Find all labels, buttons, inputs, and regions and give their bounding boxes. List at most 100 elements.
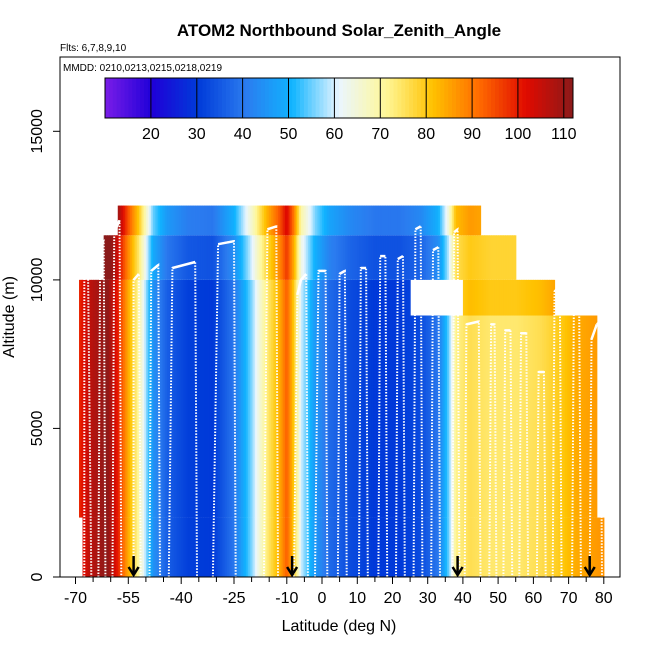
heatmap-cell bbox=[459, 235, 462, 280]
heatmap-cell bbox=[468, 205, 471, 236]
colorbar-cell bbox=[237, 78, 242, 118]
heatmap-cell bbox=[517, 517, 520, 577]
heatmap-cell bbox=[533, 279, 536, 316]
heatmap-cell bbox=[154, 235, 158, 280]
heatmap-cell bbox=[468, 517, 471, 577]
heatmap-cell bbox=[383, 517, 387, 577]
heatmap-cell bbox=[337, 517, 341, 577]
heatmap-cell bbox=[554, 315, 557, 518]
heatmap-cell bbox=[473, 517, 476, 577]
flight-tracks bbox=[83, 219, 603, 577]
heatmap-cell bbox=[517, 315, 520, 518]
heatmap-cell bbox=[135, 205, 138, 236]
heatmap-cell bbox=[186, 517, 189, 577]
heatmap-cell bbox=[267, 279, 270, 518]
heatmap-cell bbox=[300, 279, 304, 518]
heatmap-cell bbox=[172, 279, 175, 518]
heatmap-cell bbox=[116, 279, 119, 518]
colorbar-cell bbox=[327, 78, 332, 118]
heatmap-cell bbox=[242, 517, 246, 577]
heatmap-cell bbox=[438, 205, 441, 236]
heatmap-cell bbox=[336, 205, 339, 236]
heatmap-cell bbox=[204, 235, 207, 280]
heatmap-cell bbox=[292, 235, 295, 280]
colorbar-cell bbox=[339, 78, 344, 118]
heatmap-cell bbox=[144, 517, 147, 577]
heatmap-cell bbox=[119, 235, 122, 280]
heatmap-cell bbox=[480, 315, 483, 518]
flight-track-cruise bbox=[296, 279, 303, 295]
heatmap-cell bbox=[343, 235, 346, 280]
heatmap-cell bbox=[172, 517, 175, 577]
heatmap-cell bbox=[411, 517, 415, 577]
heatmap-cell bbox=[380, 235, 383, 280]
colorbar-cell bbox=[522, 78, 527, 118]
heatmap-cell bbox=[575, 315, 578, 518]
heatmap-cell bbox=[413, 205, 416, 236]
heatmap-cell bbox=[341, 205, 344, 236]
heatmap-cell bbox=[580, 517, 584, 577]
heatmap-cell bbox=[392, 205, 395, 236]
colorbar-tick-label: 90 bbox=[463, 126, 481, 143]
heatmap-cell bbox=[357, 517, 360, 577]
heatmap-cell bbox=[549, 517, 552, 577]
heatmap-cell bbox=[237, 517, 240, 577]
heatmap-cell bbox=[401, 205, 404, 236]
flight-track-cruise bbox=[572, 293, 581, 302]
heatmap-cell bbox=[346, 205, 350, 236]
heatmap-cell bbox=[464, 235, 468, 280]
heatmap-cell bbox=[346, 279, 350, 518]
heatmap-cell bbox=[225, 517, 228, 577]
heatmap-cell bbox=[432, 517, 436, 577]
heatmap-cell bbox=[269, 205, 272, 236]
heatmap-cell bbox=[477, 517, 480, 577]
colorbar-cell bbox=[366, 78, 371, 118]
heatmap-cell bbox=[434, 205, 438, 236]
colorbar-cell bbox=[471, 78, 476, 118]
colorbar-cell bbox=[444, 78, 449, 118]
heatmap-cell bbox=[341, 517, 344, 577]
heatmap-cell bbox=[519, 279, 522, 316]
heatmap-cell bbox=[197, 235, 200, 280]
heatmap-cell bbox=[487, 517, 490, 577]
heatmap-cell bbox=[80, 279, 84, 518]
colorbar-cell bbox=[147, 78, 153, 118]
colorbar-ticks: 20 30 40 50 60 70 80 90 100 110 bbox=[142, 78, 577, 143]
heatmap-cell bbox=[175, 205, 179, 236]
heatmap-cell bbox=[410, 517, 413, 577]
heatmap-cell bbox=[392, 517, 395, 577]
heatmap-cell bbox=[582, 517, 586, 577]
heatmap-cell bbox=[103, 235, 107, 280]
heatmap-cell bbox=[410, 205, 413, 236]
heatmap-cell bbox=[462, 517, 466, 577]
heatmap-cell bbox=[545, 315, 549, 518]
profile-arrow-head bbox=[127, 566, 140, 578]
heatmap-cell bbox=[233, 279, 237, 518]
flight-track bbox=[488, 323, 498, 577]
colorbar-cell bbox=[249, 78, 254, 118]
heatmap-cell bbox=[304, 279, 307, 518]
heatmap-cell bbox=[575, 517, 578, 577]
heatmap-cell bbox=[499, 315, 503, 518]
heatmap-cell bbox=[292, 279, 295, 518]
heatmap-cell bbox=[346, 235, 350, 280]
flight-track-cruise bbox=[397, 255, 404, 261]
heatmap-cell bbox=[288, 279, 291, 518]
colorbar-tick-label: 40 bbox=[234, 126, 252, 143]
heatmap-cell bbox=[244, 517, 247, 577]
heatmap-cell bbox=[329, 205, 332, 236]
heatmap-cell bbox=[253, 279, 256, 518]
heatmap-cell bbox=[242, 205, 246, 236]
heatmap-cell bbox=[475, 279, 478, 316]
heatmap-cell bbox=[475, 315, 478, 518]
colorbar-cell bbox=[190, 78, 196, 118]
heatmap-cell bbox=[246, 279, 249, 518]
flight-track-cruise bbox=[338, 269, 346, 275]
heatmap-cell bbox=[107, 517, 110, 577]
heatmap-cell bbox=[197, 517, 200, 577]
heatmap-cell bbox=[341, 235, 344, 280]
heatmap-cell bbox=[369, 279, 372, 518]
heatmap-cell bbox=[332, 279, 335, 518]
colorbar-cell bbox=[323, 78, 328, 118]
heatmap-cell bbox=[558, 517, 561, 577]
